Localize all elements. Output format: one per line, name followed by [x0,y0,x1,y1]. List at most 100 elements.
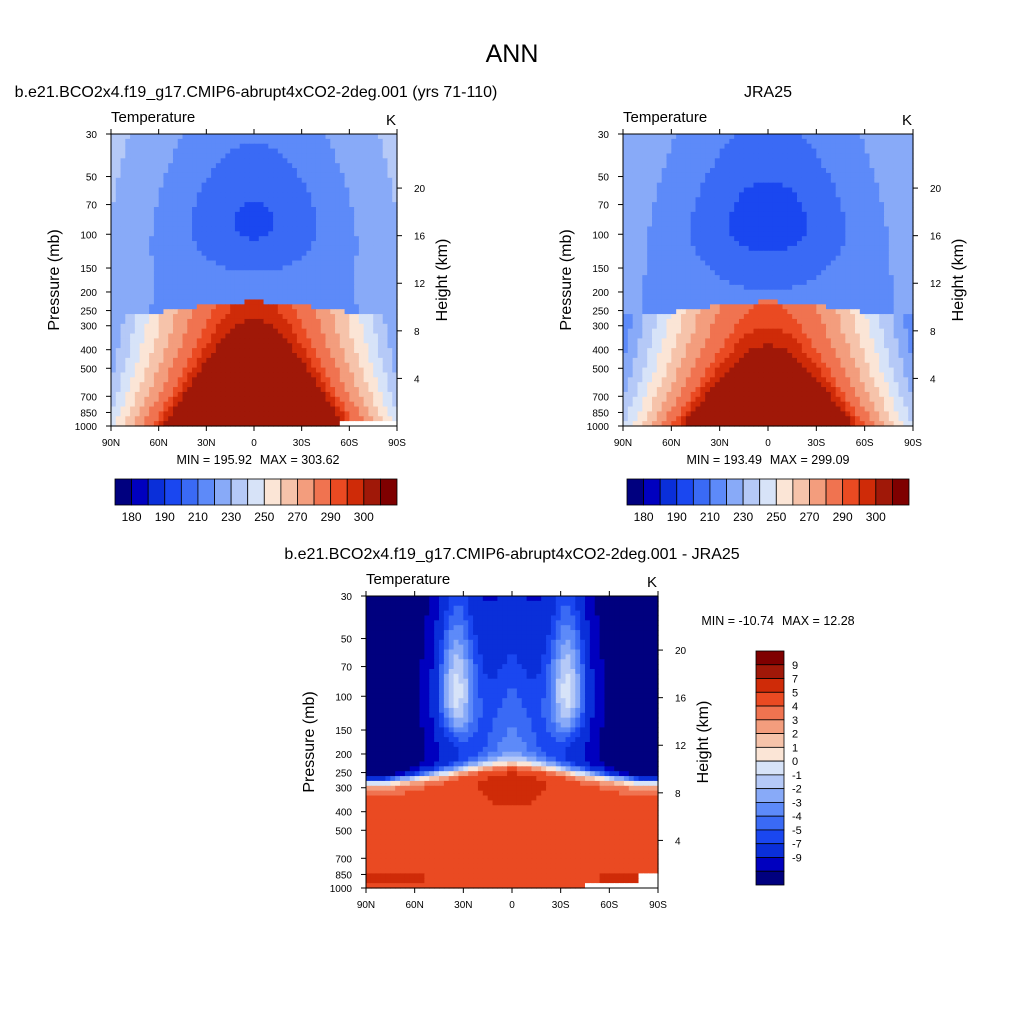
field-cell [758,134,764,140]
field-cell [239,236,246,242]
colorbar-swatch [380,478,398,506]
field-cell [898,163,904,169]
field-cell [292,318,298,325]
field-cell [349,153,355,159]
field-cell [201,294,207,301]
field-cell [632,134,639,140]
field-cell [230,245,236,252]
field-cell [230,318,236,325]
field-cell [377,245,384,252]
field-cell [306,158,312,164]
field-cell [230,304,236,310]
field-cell [158,382,165,388]
field-cell [753,148,759,155]
y-tick-label: 100 [80,230,97,241]
field-cell [811,172,817,179]
field-cell [249,304,255,310]
field-cell [196,177,203,184]
field-cell [206,192,212,198]
field-cell [354,328,360,335]
field-cell [377,158,384,164]
field-cell [196,382,203,388]
field-cell [230,353,236,359]
field-cell [315,216,322,223]
field-cell [292,362,298,369]
field-cell [335,255,341,262]
field-cell [211,245,217,252]
field-cell [125,197,131,203]
field-cell [153,304,160,310]
field-cell [373,338,379,344]
field-cell [277,158,284,164]
field-cell [330,338,336,344]
field-cell [632,221,639,228]
field-cell [666,153,672,159]
field-cell [244,187,250,193]
field-cell [743,163,750,169]
field-cell [344,260,350,266]
field-cell [903,216,909,223]
field-cell [254,387,260,393]
field-cell [206,226,212,232]
field-cell [139,134,145,140]
field-cell [311,357,317,364]
field-cell [277,382,284,388]
field-cell [111,260,117,266]
field-cell [768,207,774,213]
field-cell [306,391,312,398]
field-cell [311,401,317,408]
field-cell [392,318,398,325]
field-cell [354,338,360,344]
field-cell [874,187,880,193]
field-cell [125,260,131,266]
field-cell [869,192,875,198]
field-cell [349,168,355,174]
field-cell [172,202,179,208]
field-cell [158,236,165,242]
field-cell [354,192,360,198]
field-cell [358,172,365,179]
field-cell [273,367,279,374]
field-cell [206,153,212,159]
field-cell [623,153,629,159]
field-cell [382,265,389,271]
field-cell [196,357,203,364]
field-cell [120,411,126,417]
field-cell [344,377,350,383]
field-cell [187,328,193,335]
field-cell [335,367,341,374]
field-cell [301,372,308,378]
field-cell [392,158,398,164]
field-cell [239,299,246,305]
field-cell [311,421,317,427]
field-cell [163,338,169,344]
field-cell [139,304,145,310]
field-cell [714,216,721,223]
field-cell [115,143,122,150]
field-cell [806,226,813,232]
field-cell [158,245,165,252]
field-cell [387,226,393,232]
field-cell [282,148,288,155]
field-cell [201,367,207,374]
field-cell [864,226,871,232]
field-cell [292,309,298,315]
field-cell [111,318,117,325]
field-cell [363,275,369,281]
field-cell [700,182,706,189]
field-cell [220,138,226,145]
field-cell [234,353,241,359]
field-cell [344,275,350,281]
field-cell [144,221,150,228]
field-cell [879,143,885,150]
field-cell [358,202,365,208]
field-cell [211,304,217,310]
field-cell [177,421,184,427]
field-cell [363,294,369,301]
field-cell [201,401,207,408]
field-cell [826,226,832,232]
field-cell [387,153,393,159]
field-cell [177,318,184,325]
field-cell [325,250,331,257]
field-cell [642,168,648,174]
